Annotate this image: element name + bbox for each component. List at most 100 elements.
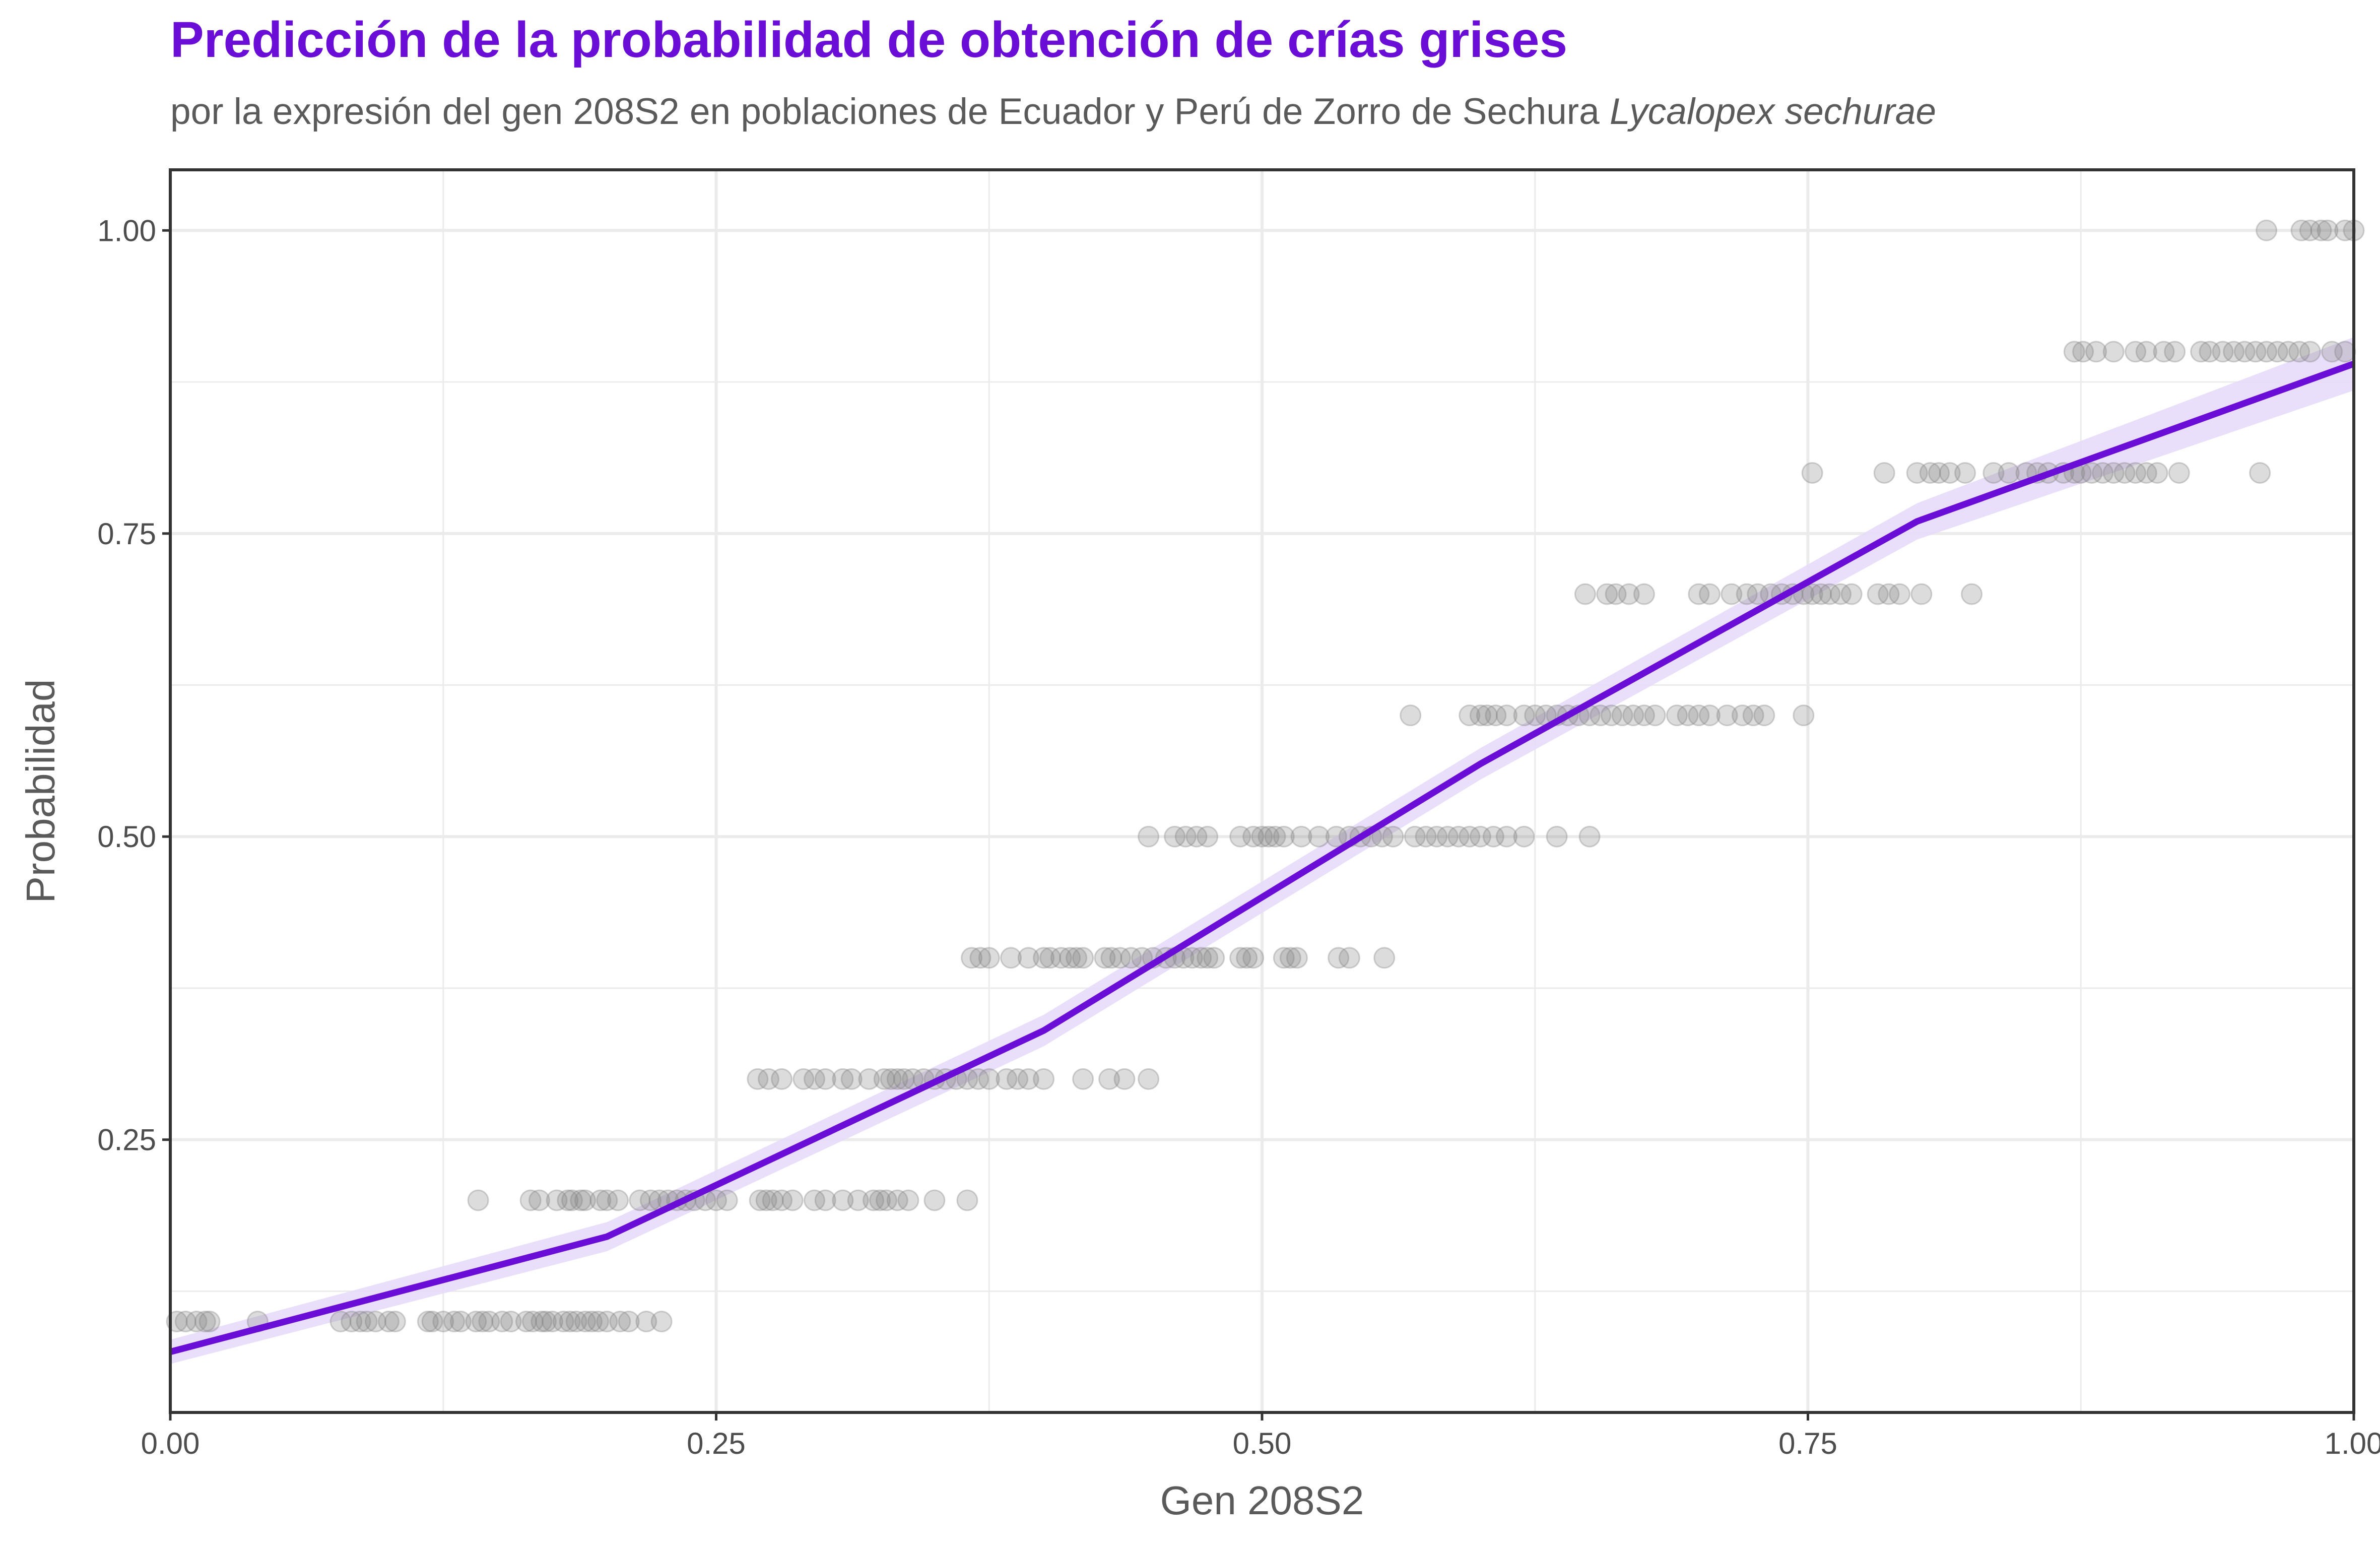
data-point [478,1311,500,1333]
data-point [1698,583,1721,605]
data-point [1164,825,1186,848]
data-point [1072,1068,1094,1090]
data-point [421,1311,443,1333]
data-point [893,1068,915,1090]
data-point [1666,704,1688,727]
data-point [2113,462,2136,484]
data-point [432,1311,454,1333]
data-point [2085,341,2107,363]
data-point [377,1311,400,1333]
data-point [1495,704,1517,727]
data-point [1113,1068,1136,1090]
data-point [639,1189,662,1211]
data-point [194,1311,216,1333]
data-point [1400,704,1422,727]
data-point [840,1068,863,1090]
data-point [1513,704,1535,727]
data-point [1721,583,1743,605]
data-point [978,1068,1000,1090]
data-point [2102,462,2125,484]
data-point [557,1189,579,1211]
data-point [1867,583,1889,605]
data-point [1546,825,1568,848]
data-point [1574,583,1596,605]
data-point [1308,825,1330,848]
data-point [716,1189,738,1211]
data-point [565,1311,587,1333]
data-point [1373,947,1396,969]
data-point [1513,825,1535,848]
data-point [1698,704,1721,727]
data-point [1007,1068,1029,1090]
data-point [561,1189,583,1211]
data-point [1731,704,1753,727]
data-point [1688,583,1710,605]
data-point [1633,583,1655,605]
data-point [2317,219,2339,241]
data-point [1094,947,1116,969]
data-point [574,1189,596,1211]
x-tick-label: 0.75 [1778,1427,1837,1460]
data-point [2299,341,2321,363]
data-point [1059,947,1081,969]
data-point [1033,1068,1055,1090]
data-point [1596,583,1618,605]
data-point [535,1311,557,1333]
data-point [1801,583,1823,605]
data-point [886,1068,908,1090]
data-point [2290,219,2312,241]
data-point [996,1068,1018,1090]
chart-title: Predicción de la probabilidad de obtenci… [170,12,1567,68]
data-point [847,1189,869,1211]
data-point [1138,825,1160,848]
data-point [2146,462,2168,484]
data-point [2249,462,2271,484]
data-point [609,1311,631,1333]
data-point [417,1311,439,1333]
x-tick-label: 0.50 [1233,1427,1292,1460]
data-point [762,1189,784,1211]
data-point [580,1311,603,1333]
data-point [1050,947,1072,969]
data-points [166,219,2365,1333]
data-point [1447,825,1470,848]
data-point [1476,704,1498,727]
data-point [863,1189,885,1211]
data-point [978,947,1000,969]
data-point [596,1311,618,1333]
data-point [1251,825,1273,848]
data-point [755,1189,777,1211]
data-point [758,1068,780,1090]
data-point [2135,462,2157,484]
data-point [2125,462,2147,484]
data-point [1436,825,1459,848]
data-point [1961,583,1983,605]
data-point [1928,462,1950,484]
data-point [589,1189,612,1211]
data-point [1801,462,1823,484]
data-point [166,1311,188,1333]
data-point [1286,947,1308,969]
data-point [1878,583,1900,605]
data-point [1066,947,1088,969]
confidence-ribbon [170,337,2354,1364]
data-point [749,1189,771,1211]
data-point [2164,341,2186,363]
data-point [923,1189,946,1211]
data-point [528,1189,550,1211]
data-point [384,1311,406,1333]
data-point [1747,583,1769,605]
data-point [804,1068,826,1090]
data-point [705,1189,727,1211]
data-point [552,1311,574,1333]
data-point [814,1068,836,1090]
data-point [804,1189,826,1211]
data-point [1716,704,1738,727]
data-point [1109,947,1131,969]
data-point [1190,947,1212,969]
y-tick-label: 0.25 [97,1123,156,1157]
data-point [869,1189,891,1211]
data-point [832,1189,854,1211]
data-point [650,1311,673,1333]
data-point [174,1311,196,1333]
